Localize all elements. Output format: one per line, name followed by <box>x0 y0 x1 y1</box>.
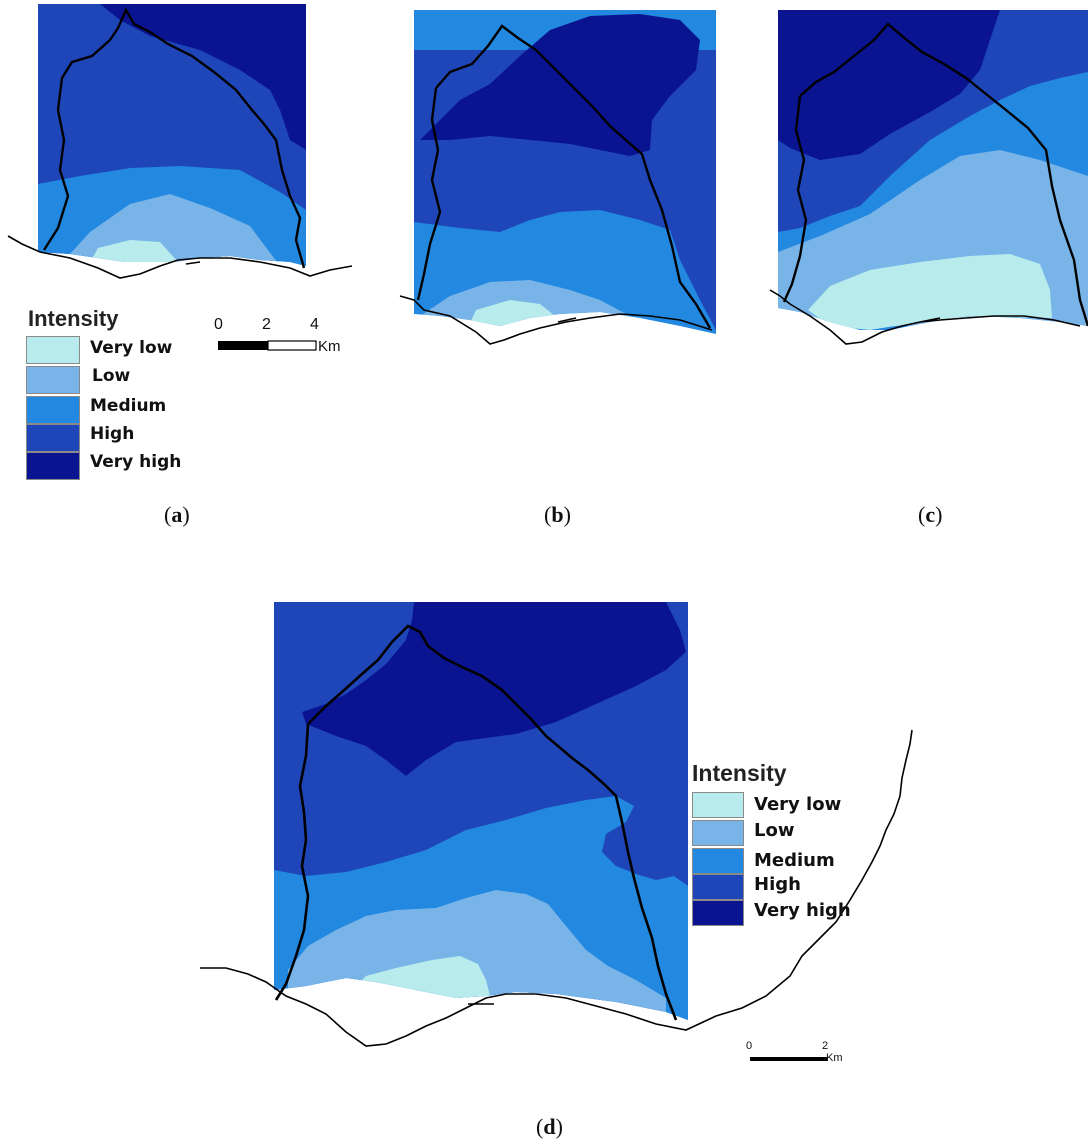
panel-label-b: (b) <box>544 502 571 527</box>
legend-label: Very high <box>90 452 182 472</box>
legend-title: Intensity <box>692 760 787 786</box>
panel-letter: a <box>171 502 183 527</box>
coastline <box>7 235 353 279</box>
scale-tick-label: 2 <box>822 1040 829 1052</box>
panel-letter: b <box>551 502 564 527</box>
scale-bar-small: 0 2 4 Km <box>210 316 370 356</box>
legend-swatch <box>692 848 744 874</box>
legend-swatch <box>26 424 80 452</box>
coastline <box>399 295 713 345</box>
legend-swatch <box>26 452 80 480</box>
legend-swatch <box>26 396 80 424</box>
watershed-boundary <box>274 624 678 1021</box>
legend-label: Low <box>754 820 795 841</box>
legend-label: Very low <box>90 338 173 358</box>
scale-unit: Km <box>826 1052 843 1064</box>
map-panel-c <box>769 10 1088 345</box>
coastline <box>769 289 1081 345</box>
legend-large: Intensity Very low Low Medium High Very … <box>692 760 872 932</box>
map-panel-d <box>200 602 913 1047</box>
scale-tick-label: 4 <box>310 316 319 333</box>
scale-tick-label: 0 <box>214 316 223 333</box>
zone-very-low <box>88 240 178 266</box>
panel-letter: d <box>543 1114 556 1139</box>
legend-label: Very high <box>754 900 851 921</box>
panel-letter: c <box>925 502 936 527</box>
coastline <box>200 729 913 1047</box>
scale-tick-label: 0 <box>746 1040 753 1052</box>
scale-unit: Km <box>318 338 341 355</box>
map-panel-a <box>7 4 353 279</box>
legend-swatch <box>692 792 744 818</box>
scale-bar-graphic <box>218 340 317 351</box>
watershed-boundary <box>782 22 1088 327</box>
zone-very-low-edge <box>414 10 490 46</box>
legend-swatch <box>692 900 744 926</box>
legend-label: Low <box>92 366 131 386</box>
legend-swatch <box>26 366 80 394</box>
scale-bar-large: 0 2 Km <box>744 1040 854 1070</box>
legend-swatch <box>692 820 744 846</box>
legend-swatch <box>692 874 744 900</box>
legend-title: Intensity <box>28 306 119 331</box>
watershed-boundary <box>42 7 306 269</box>
panel-label-d: (d) <box>536 1114 563 1139</box>
zone-very-high <box>420 14 700 156</box>
scale-bar-graphic <box>750 1057 828 1061</box>
legend-label: Medium <box>754 850 835 871</box>
zone-very-high <box>100 4 306 150</box>
scale-tick-label: 2 <box>262 316 271 333</box>
zone-very-low <box>808 254 1052 330</box>
legend-label: High <box>754 874 801 895</box>
watershed-boundary <box>416 24 712 329</box>
legend-label: High <box>90 424 135 444</box>
zone-very-high <box>302 602 686 776</box>
panel-label-c: (c) <box>918 502 943 527</box>
zone-very-high <box>778 10 1000 160</box>
legend-swatch <box>26 336 80 364</box>
panel-label-a: (a) <box>164 502 190 527</box>
legend-small: Intensity Very low Low Medium High Very … <box>26 306 216 480</box>
legend-label: Medium <box>90 396 167 416</box>
map-panel-b <box>399 10 716 345</box>
legend-label: Very low <box>754 794 842 815</box>
